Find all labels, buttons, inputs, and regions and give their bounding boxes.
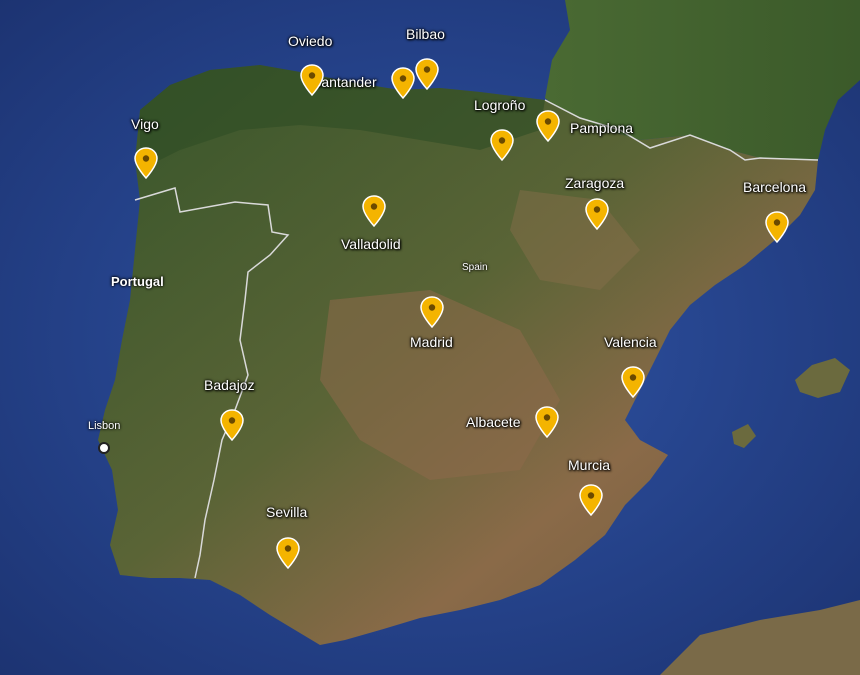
plateau-area: [320, 290, 560, 480]
map-pin-icon[interactable]: [362, 195, 386, 227]
city-label-barcelona: Barcelona: [743, 179, 807, 195]
map-pin-icon[interactable]: [535, 406, 559, 438]
city-label-sevilla: Sevilla: [266, 504, 308, 520]
map-pin-icon[interactable]: [579, 484, 603, 516]
city-label-zaragoza: Zaragoza: [565, 175, 625, 191]
france-land: [545, 0, 860, 160]
map-pin-icon[interactable]: [391, 67, 415, 99]
map-pin-icon[interactable]: [585, 198, 609, 230]
map-pin-icon[interactable]: [134, 147, 158, 179]
map-pin-icon[interactable]: [490, 129, 514, 161]
map-pin-icon[interactable]: [415, 58, 439, 90]
mallorca-land: [795, 358, 850, 398]
country-label-spain: Spain: [462, 262, 488, 273]
spain-france-border: [544, 99, 819, 161]
africa-land: [660, 600, 860, 675]
country-label-portugal: Portugal: [111, 274, 164, 289]
north-green-area: [140, 65, 545, 170]
city-label-albacete: Albacete: [466, 414, 521, 430]
city-label-valencia: Valencia: [604, 334, 657, 350]
map-pin-icon[interactable]: [300, 64, 324, 96]
portugal-spain-border: [134, 187, 290, 579]
map-pin-icon[interactable]: [220, 409, 244, 441]
ebro-area: [510, 190, 640, 290]
map-pin-icon[interactable]: [276, 537, 300, 569]
city-label-madrid: Madrid: [410, 334, 453, 350]
city-label-murcia: Murcia: [568, 457, 611, 473]
city-label-badajoz: Badajoz: [204, 377, 255, 393]
capital-dot-lisbon[interactable]: [98, 442, 110, 454]
capital-label-lisbon: Lisbon: [88, 420, 121, 432]
city-label-oviedo: Oviedo: [288, 33, 333, 49]
city-label-valladolid: Valladolid: [341, 236, 401, 252]
city-label-bilbao: Bilbao: [406, 26, 445, 42]
map-pin-icon[interactable]: [765, 211, 789, 243]
city-label-logrono: Logroño: [474, 97, 526, 113]
city-label-pamplona: Pamplona: [570, 120, 634, 136]
map-pin-icon[interactable]: [536, 110, 560, 142]
city-label-santander: Santander: [312, 74, 377, 90]
city-label-vigo: Vigo: [131, 116, 159, 132]
ibiza-land: [732, 424, 756, 448]
map-pin-icon[interactable]: [420, 296, 444, 328]
map-pin-icon[interactable]: [621, 366, 645, 398]
